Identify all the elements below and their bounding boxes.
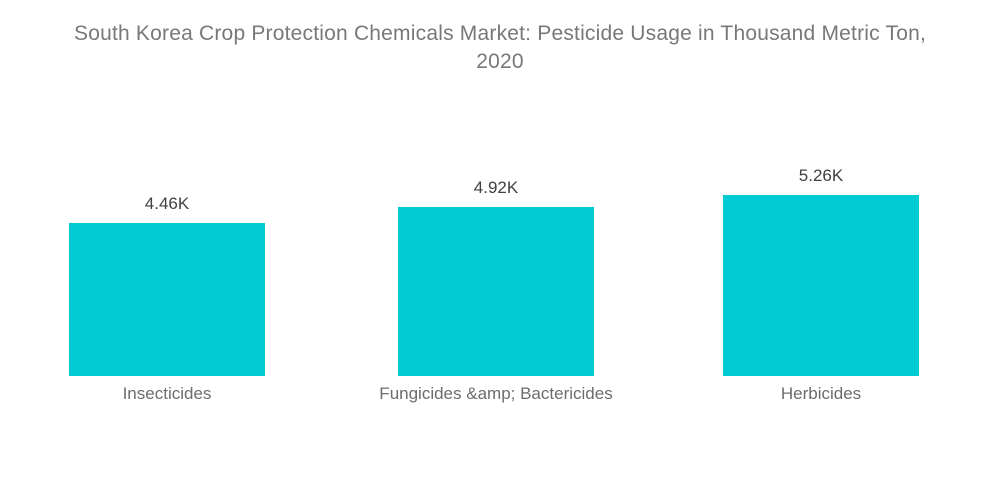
bar-group-insecticides: 4.46K — [69, 194, 265, 376]
value-label: 5.26K — [798, 166, 844, 185]
bar — [723, 195, 919, 376]
category-label: Insecticides — [122, 384, 212, 403]
category-label: Herbicides — [780, 384, 862, 403]
category-label: Fungicides &amp; Bactericides — [379, 384, 613, 403]
bar — [69, 223, 265, 376]
chart-title-line-1: South Korea Crop Protection Chemicals Ma… — [74, 22, 926, 45]
bar-group-fungicides-bactericides: 4.92K — [398, 178, 594, 376]
chart-title-line-2: 2020 — [476, 50, 524, 73]
chart-title: South Korea Crop Protection Chemicals Ma… — [0, 20, 1000, 76]
value-label: 4.46K — [144, 194, 190, 213]
bar — [398, 207, 594, 376]
bar-group-herbicides: 5.26K — [723, 166, 919, 376]
value-label: 4.92K — [473, 178, 519, 197]
